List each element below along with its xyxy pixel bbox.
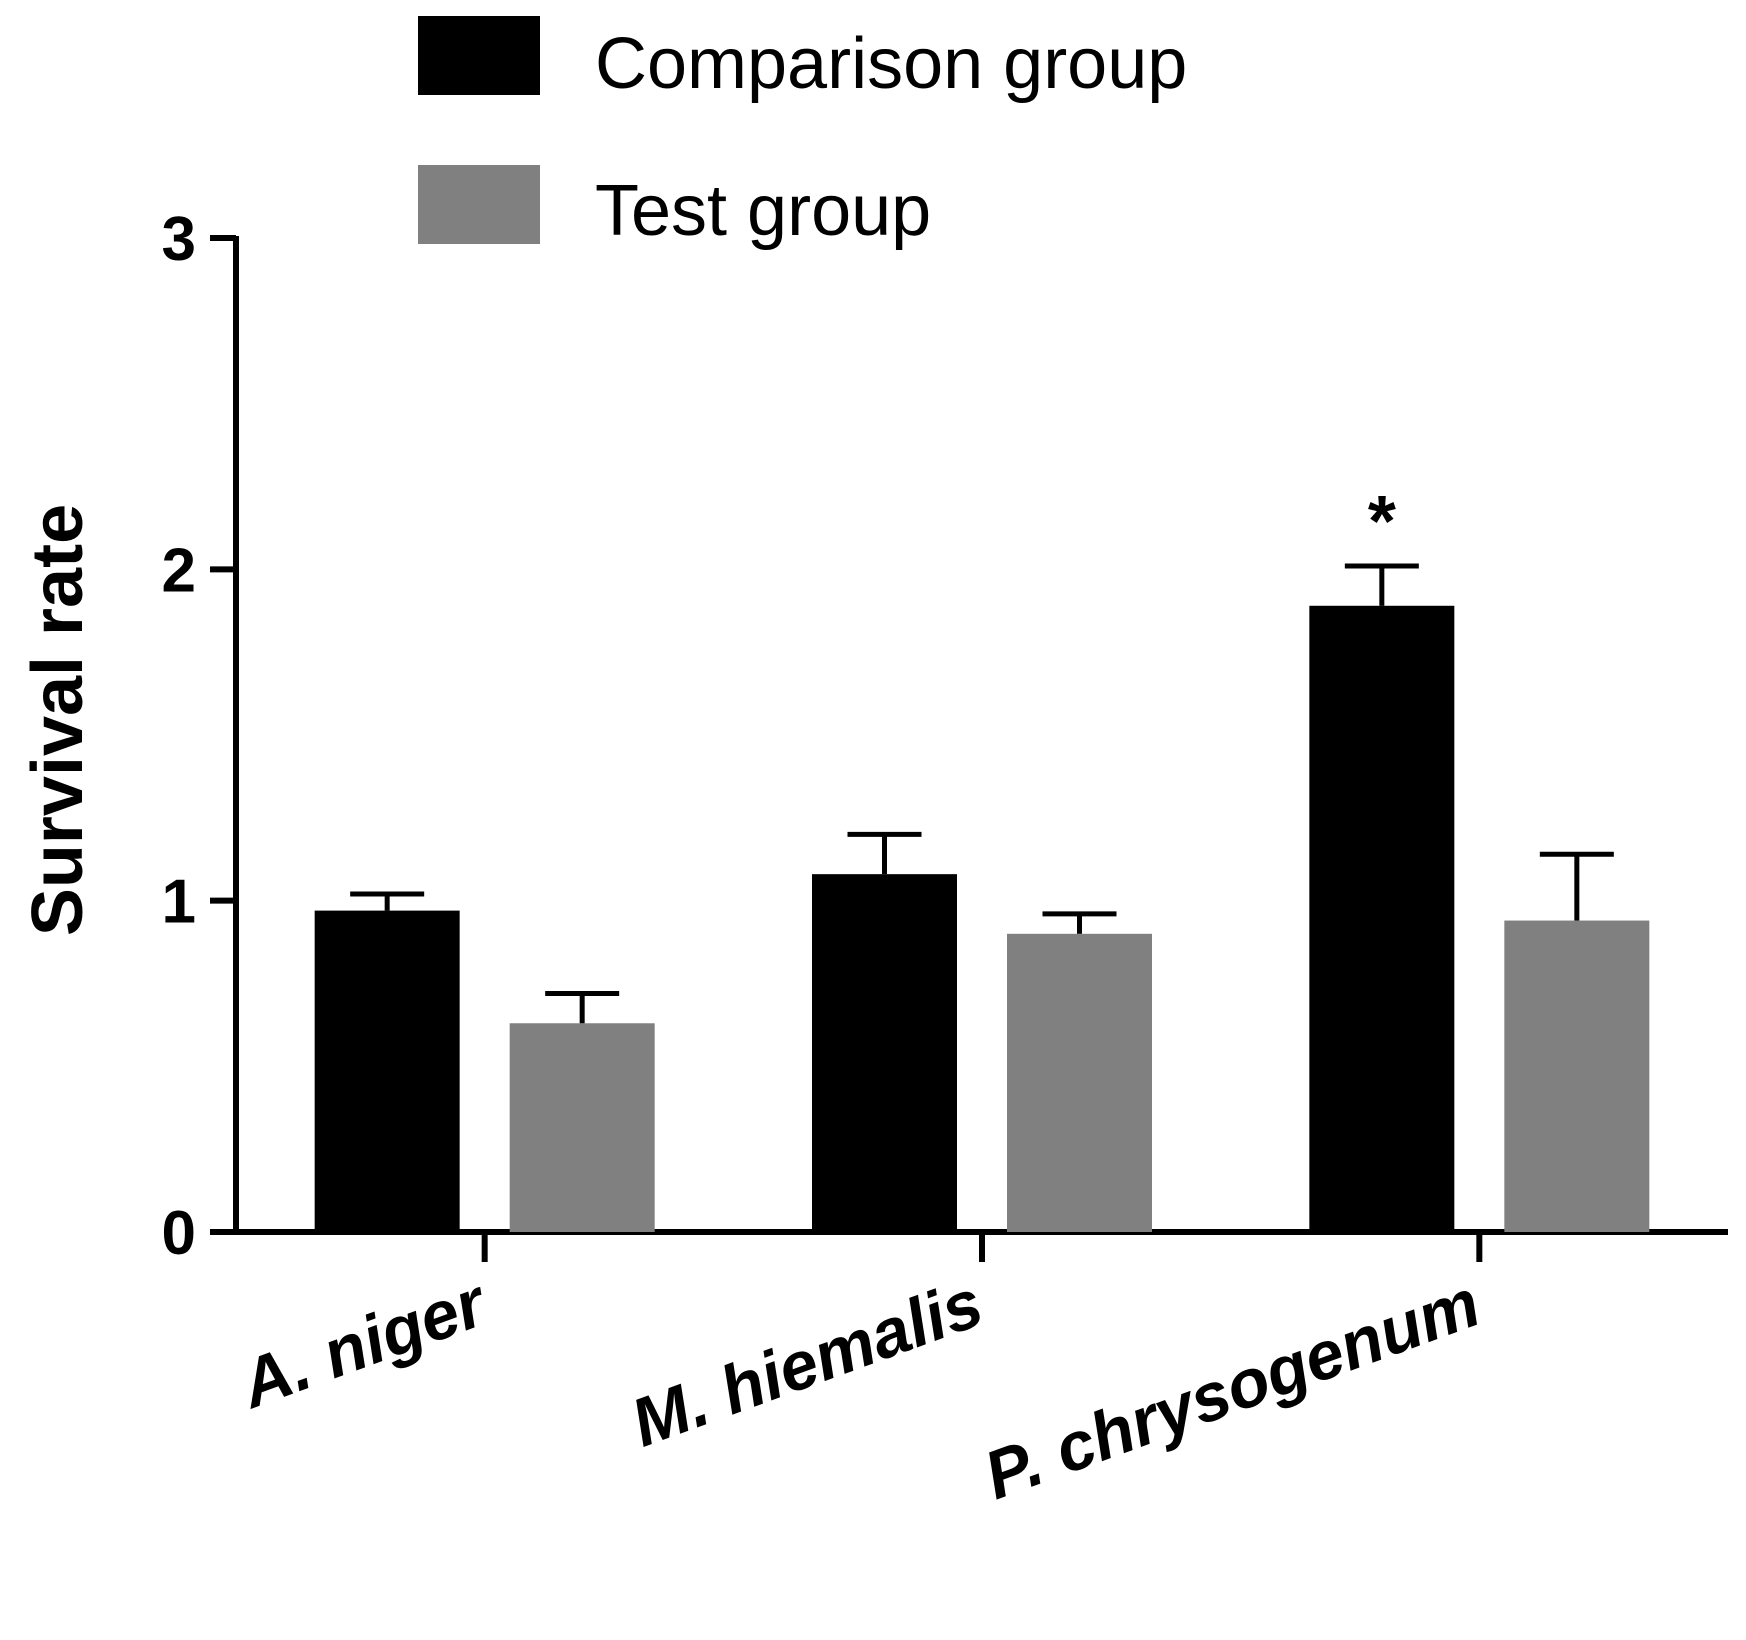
y-tick-label: 1	[162, 868, 196, 937]
legend-swatch-test	[418, 165, 540, 244]
legend-swatch-comparison	[418, 16, 540, 95]
bar-comparison-group-a-niger	[314, 910, 460, 1232]
y-tick-label: 2	[162, 536, 196, 605]
legend-label-test: Test group	[595, 171, 931, 251]
legend: Comparison group Test group	[418, 16, 1187, 251]
bar-test-group-p-chrysogenum	[1504, 920, 1650, 1232]
x-tick-label-p-chrysogenum: P. chrysogenum	[975, 1265, 1490, 1514]
x-tick-label-m-hiemalis: M. hiemalis	[622, 1265, 992, 1462]
bar-comparison-group-m-hiemalis	[812, 874, 957, 1232]
x-tick-label-a-niger: A. niger	[229, 1263, 498, 1423]
significance-asterisk: *	[1368, 482, 1396, 562]
x-categories: A. niger M. hiemalis P. chrysogenum	[229, 1232, 1489, 1514]
y-ticks: 0 1 2 3	[162, 205, 236, 1268]
bars	[314, 605, 1650, 1232]
y-tick-label: 0	[162, 1199, 196, 1268]
y-tick-label: 3	[162, 205, 196, 274]
bar-comparison-group-p-chrysogenum	[1309, 605, 1455, 1232]
bar-test-group-m-hiemalis	[1007, 933, 1152, 1232]
bar-test-group-a-niger	[509, 1023, 655, 1232]
legend-label-comparison: Comparison group	[595, 24, 1187, 104]
y-axis-label: Survival rate	[18, 504, 98, 936]
error-bars	[350, 563, 1614, 1024]
